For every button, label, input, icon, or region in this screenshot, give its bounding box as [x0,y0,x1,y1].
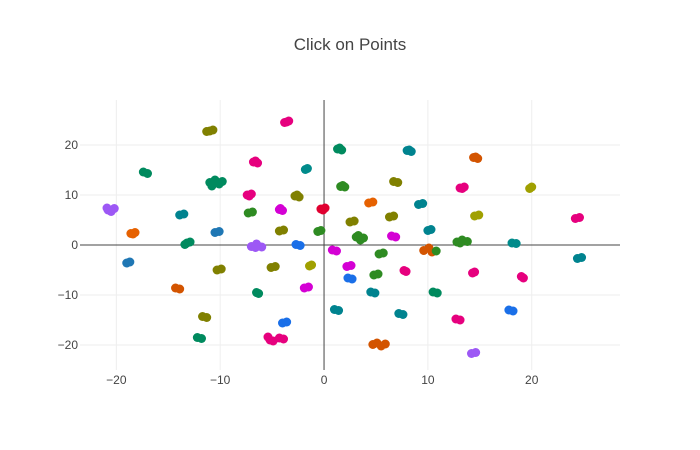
data-point[interactable] [370,288,380,298]
data-point[interactable] [368,197,378,207]
data-point[interactable] [426,225,436,234]
data-point[interactable] [179,209,189,219]
x-tick-label: 10 [421,373,435,387]
data-point[interactable] [378,248,388,258]
data-point[interactable] [432,288,442,298]
data-point[interactable] [318,205,328,215]
data-point[interactable] [474,210,484,220]
data-point[interactable] [279,225,289,235]
data-point[interactable] [349,216,359,226]
data-point[interactable] [244,191,254,201]
data-point[interactable] [251,156,260,166]
data-point[interactable] [207,181,217,191]
data-point[interactable] [335,143,345,153]
data-point[interactable] [393,178,403,187]
data-point[interactable] [338,181,348,190]
data-point[interactable] [295,241,305,250]
data-point[interactable] [197,334,206,343]
data-point[interactable] [470,267,480,277]
x-tick-label: 20 [525,373,539,387]
data-point[interactable] [391,232,401,242]
data-point[interactable] [334,306,344,315]
data-point[interactable] [247,207,257,217]
y-tick-label: 20 [65,138,79,152]
data-point[interactable] [398,310,408,319]
data-point[interactable] [280,118,290,127]
data-point[interactable] [307,260,317,270]
data-point[interactable] [102,203,112,213]
data-point[interactable] [279,334,289,344]
x-tick-label: −10 [210,373,231,387]
data-point[interactable] [180,240,190,249]
grid-lines [80,100,620,370]
x-tick-label: 0 [321,373,328,387]
data-point[interactable] [575,213,584,222]
data-point[interactable] [353,231,363,240]
data-point[interactable] [202,313,212,322]
data-point[interactable] [508,306,518,316]
data-point[interactable] [217,177,227,186]
tick-labels: −20 −10 0 10 20 −20 −10 0 10 20 [58,138,539,387]
data-point[interactable] [471,152,481,162]
data-point[interactable] [511,239,521,248]
data-point[interactable] [332,246,341,256]
data-point[interactable] [518,273,528,283]
data-point[interactable] [254,289,264,298]
data-point[interactable] [431,246,441,256]
data-point[interactable] [577,253,587,262]
data-point[interactable] [316,226,326,235]
data-point[interactable] [175,284,185,294]
y-tick-label: 10 [65,188,79,202]
data-point[interactable] [270,262,280,271]
data-point[interactable] [214,227,224,236]
data-point[interactable] [143,169,152,178]
data-point[interactable] [373,269,383,279]
y-tick-label: −20 [58,338,79,352]
x-tick-label: −20 [106,373,127,387]
data-point[interactable] [251,243,260,252]
y-tick-label: −10 [58,288,79,302]
data-point[interactable] [302,164,312,173]
data-point[interactable] [303,282,313,292]
data-point[interactable] [389,211,399,221]
axes [80,100,620,370]
data-point[interactable] [347,274,357,284]
data-point[interactable] [418,199,428,208]
data-point[interactable] [275,204,285,213]
data-point[interactable] [457,184,467,193]
data-point[interactable] [282,317,292,327]
chart-title: Click on Points [294,35,406,54]
data-point[interactable] [380,339,390,349]
data-point[interactable] [401,267,411,276]
data-point[interactable] [346,261,356,270]
data-points[interactable] [102,116,587,359]
data-point[interactable] [202,127,212,136]
data-point[interactable] [128,229,138,239]
data-point[interactable] [471,348,481,357]
data-point[interactable] [265,335,275,345]
data-point[interactable] [125,257,135,267]
data-point[interactable] [462,237,472,246]
data-point[interactable] [455,315,465,325]
data-point[interactable] [404,145,414,155]
data-point[interactable] [455,238,465,248]
data-point[interactable] [216,264,226,274]
data-point[interactable] [292,190,302,200]
y-tick-label: 0 [71,238,78,252]
data-point[interactable] [527,182,537,192]
